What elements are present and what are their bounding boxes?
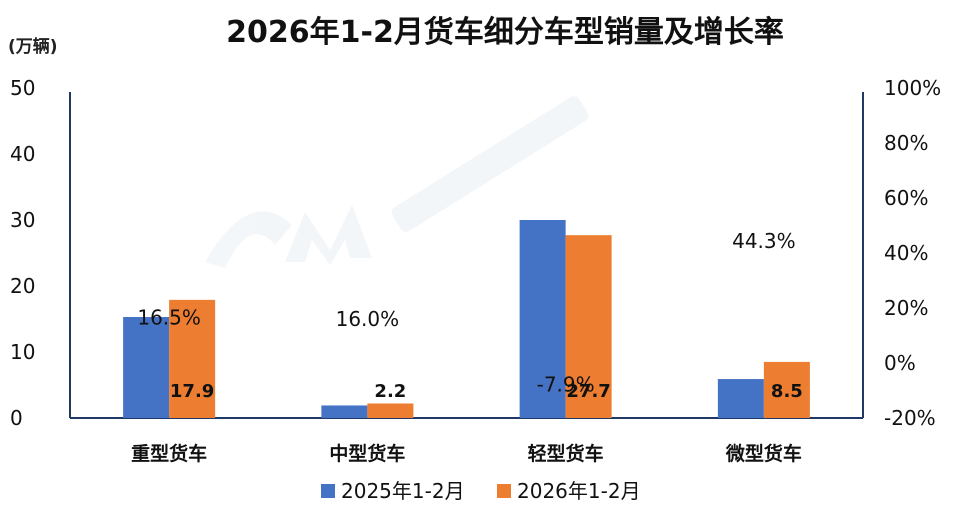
y-axis-right: -20% 0% 20% 40% 60% 80% 100% — [884, 76, 941, 430]
growth-rate-label: 16.0% — [336, 307, 400, 331]
bar-2026-3 — [763, 361, 810, 418]
y2-tick-label: 20% — [884, 296, 928, 320]
bar-2025-1 — [321, 405, 368, 418]
growth-rate-labels: 16.5% 16.0% -7.9% 44.3% — [137, 229, 795, 397]
chart-title: 2026年1-2月货车细分车型销量及增长率 — [226, 15, 784, 50]
y2-tick-label: 0% — [884, 351, 916, 375]
watermark — [205, 96, 589, 268]
growth-rate-label: 44.3% — [732, 229, 796, 253]
bar-2025-3 — [717, 379, 764, 418]
y-tick-label: 50 — [10, 76, 35, 100]
bar-2026-0 — [169, 299, 216, 418]
legend-swatch-2026 — [497, 484, 511, 498]
y-tick-label: 0 — [10, 406, 23, 430]
y-tick-label: 30 — [10, 208, 35, 232]
growth-rate-label: -7.9% — [537, 373, 595, 397]
category-label: 中型货车 — [329, 442, 405, 465]
y2-tick-label: 60% — [884, 186, 928, 210]
y2-tick-label: 40% — [884, 241, 928, 265]
bar-2026-2 — [565, 235, 612, 418]
value-label: 17.9 — [170, 381, 214, 402]
y2-tick-label: 80% — [884, 131, 928, 155]
value-label: 2.2 — [374, 381, 406, 402]
y-axis-left: 0 10 20 30 40 50 — [10, 76, 35, 430]
y2-tick-label: 100% — [884, 76, 941, 100]
legend: 2025年1-2月 2026年1-2月 — [321, 479, 641, 503]
y-tick-label: 20 — [10, 274, 35, 298]
legend-label-2025: 2025年1-2月 — [341, 479, 465, 503]
category-label: 微型货车 — [725, 442, 802, 465]
bar-2025-2 — [519, 220, 566, 418]
y-tick-label: 10 — [10, 340, 35, 364]
legend-swatch-2025 — [321, 484, 335, 498]
value-label: 27.7 — [566, 381, 610, 402]
y2-tick-label: -20% — [884, 406, 936, 430]
bar-series — [123, 220, 810, 418]
category-label: 重型货车 — [131, 442, 207, 465]
bar-2025-0 — [123, 317, 170, 418]
category-labels: 重型货车 中型货车 轻型货车 微型货车 — [131, 442, 802, 465]
legend-label-2026: 2026年1-2月 — [517, 479, 641, 503]
bar-2026-1 — [367, 403, 414, 418]
value-labels: 17.9 2.2 27.7 8.5 — [170, 381, 803, 402]
y-axis-unit: (万辆) — [8, 36, 58, 57]
value-label: 8.5 — [771, 381, 803, 402]
category-label: 轻型货车 — [528, 442, 604, 465]
y-tick-label: 40 — [10, 142, 35, 166]
growth-rate-label: 16.5% — [137, 306, 201, 330]
